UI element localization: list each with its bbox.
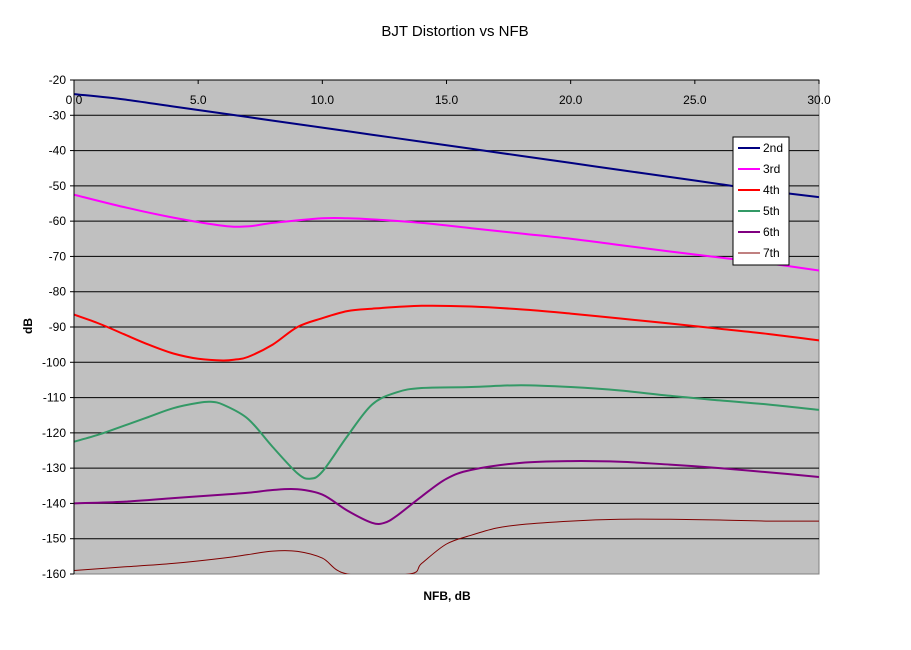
y-tick-label: -120 bbox=[42, 426, 66, 440]
y-tick-label: -40 bbox=[49, 144, 67, 158]
y-tick-label: -50 bbox=[49, 179, 67, 193]
y-tick-label: -80 bbox=[49, 285, 67, 299]
y-tick-label: -90 bbox=[49, 320, 67, 334]
series-line-6th bbox=[74, 460, 819, 526]
x-tick-label: 30.0 bbox=[807, 93, 831, 107]
series-line-4th bbox=[74, 304, 819, 362]
legend-label-2nd: 2nd bbox=[763, 141, 783, 155]
legend: 2nd 3rd 4th 5th 6th 7th bbox=[732, 136, 790, 266]
y-tick-label: -30 bbox=[49, 108, 67, 122]
series-line-2nd bbox=[74, 93, 819, 199]
y-axis: -20 -30 -40 -50 -60 -70 -80 -90 -100 -110 -120 -130… bbox=[42, 73, 75, 581]
y-tick-label: -100 bbox=[42, 355, 66, 369]
series-line-5th bbox=[74, 384, 819, 480]
x-axis: 0.0 5.0 10.0 15.0 20.0 25.0 30.0 bbox=[66, 79, 831, 107]
series-line-7th bbox=[74, 518, 819, 574]
x-tick-label: 20.0 bbox=[559, 93, 583, 107]
x-tick-label: 0.0 bbox=[66, 93, 83, 107]
x-tick-label: 10.0 bbox=[311, 93, 335, 107]
series-group bbox=[74, 93, 819, 574]
y-tick-label: -140 bbox=[42, 496, 66, 510]
y-tick-label: -70 bbox=[49, 249, 67, 263]
y-tick-label: -160 bbox=[42, 567, 66, 581]
chart-title: BJT Distortion vs NFB bbox=[381, 23, 528, 40]
legend-label-6th: 6th bbox=[763, 225, 780, 239]
x-tick-label: 15.0 bbox=[435, 93, 459, 107]
y-tick-label: -130 bbox=[42, 461, 66, 475]
x-tick-label: 5.0 bbox=[190, 93, 207, 107]
y-tick-label: -110 bbox=[43, 391, 66, 405]
y-tick-label: -60 bbox=[49, 214, 67, 228]
y-tick-label: -150 bbox=[42, 532, 66, 546]
legend-label-7th: 7th bbox=[763, 246, 780, 260]
legend-label-4th: 4th bbox=[763, 183, 780, 197]
legend-label-5th: 5th bbox=[763, 204, 780, 218]
x-tick-label: 25.0 bbox=[683, 93, 707, 107]
y-axis-label: dB bbox=[21, 318, 35, 334]
y-tick-label: -20 bbox=[49, 73, 67, 87]
legend-box bbox=[732, 136, 790, 266]
series-line-3rd bbox=[74, 193, 819, 272]
legend-label-3rd: 3rd bbox=[763, 162, 780, 176]
x-axis-label: NFB, dB bbox=[423, 589, 471, 603]
